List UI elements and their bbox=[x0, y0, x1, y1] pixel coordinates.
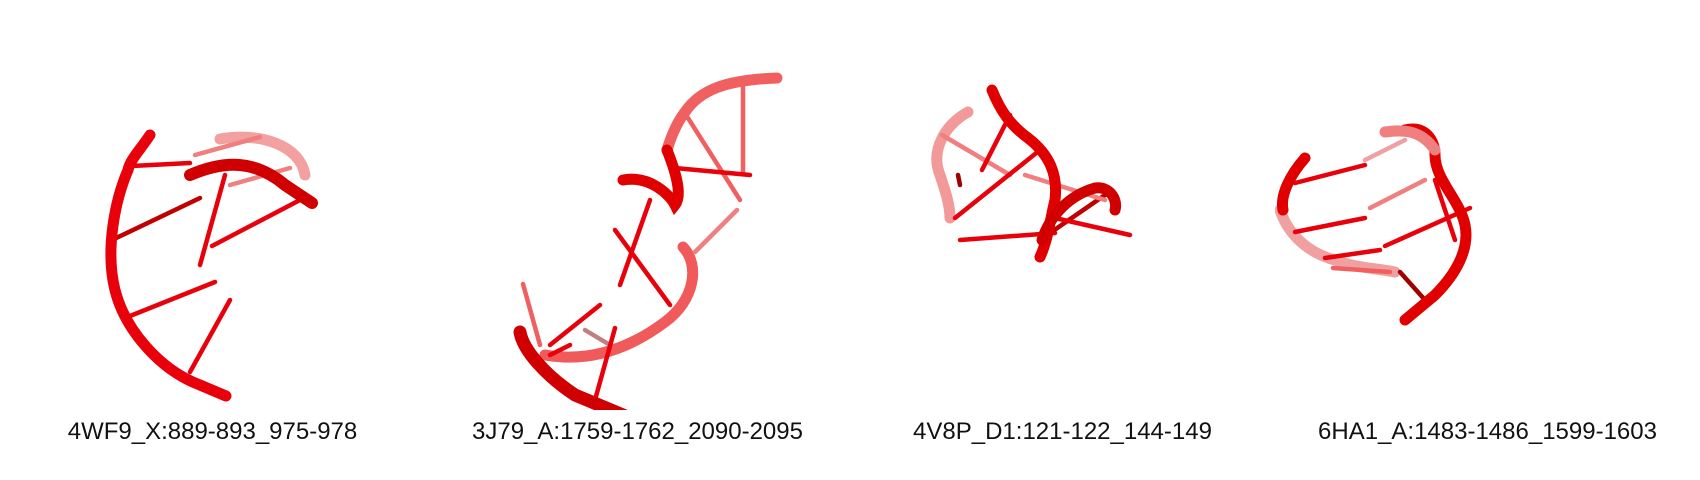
rna-cartoon-4 bbox=[1275, 123, 1473, 326]
rna-cartoon-1 bbox=[105, 129, 318, 402]
structure-label: 3J79_A:1759-1762_2090-2095 bbox=[472, 418, 803, 445]
structure-panel-4: 6HA1_A:1483-1486_1599-1603 bbox=[1275, 0, 1700, 480]
structure-panel-1: 4WF9_X:889-893_975-978 bbox=[0, 0, 425, 480]
structure-label: 4WF9_X:889-893_975-978 bbox=[67, 418, 358, 445]
structure-label: 6HA1_A:1483-1486_1599-1603 bbox=[1318, 418, 1657, 445]
structure-panel-3: 4V8P_D1:121-122_144-149 bbox=[850, 0, 1275, 480]
structure-label: 4V8P_D1:121-122_144-149 bbox=[913, 418, 1212, 445]
rna-cartoon-3 bbox=[931, 84, 1133, 263]
rna-cartoon-2 bbox=[513, 72, 783, 410]
structure-panel-2: 3J79_A:1759-1762_2090-2095 bbox=[425, 0, 850, 480]
